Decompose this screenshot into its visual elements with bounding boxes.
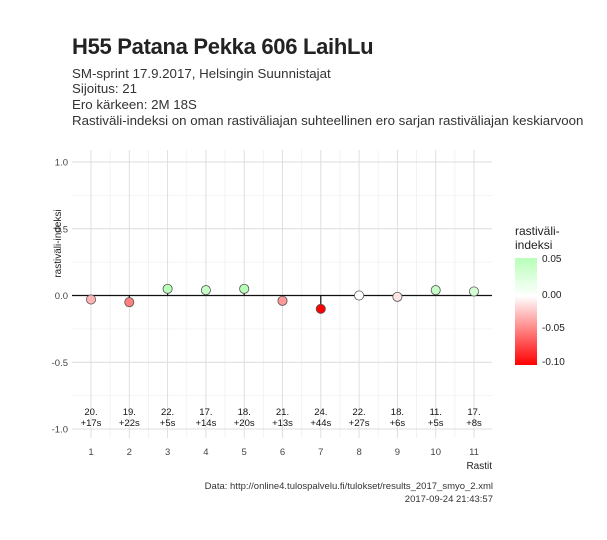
y-tick-label: -1.0	[52, 425, 68, 436]
legend-label: 0.05	[542, 254, 562, 265]
data-point	[430, 285, 441, 296]
x-tick-label: 10	[430, 447, 441, 458]
x-tick-label: 9	[395, 447, 400, 458]
data-label-rank: 18.	[238, 407, 251, 418]
caption-timestamp: 2017-09-24 21:43:57	[404, 494, 493, 505]
x-tick-label: 7	[318, 447, 323, 458]
data-label-rank: 17.	[467, 407, 480, 418]
x-axis-label: Rastit	[466, 461, 492, 472]
data-point	[315, 303, 326, 314]
chart-subtitle-placement: Sijoitus: 21	[72, 81, 138, 96]
data-label-diff: +6s	[390, 418, 406, 429]
legend-label: 0.00	[542, 290, 562, 301]
data-label-diff: +5s	[160, 418, 176, 429]
chart-subtitle-event: SM-sprint 17.9.2017, Helsingin Suunnista…	[72, 66, 331, 81]
x-tick-label: 1	[88, 447, 93, 458]
legend-label: -0.05	[542, 323, 565, 334]
data-label-rank: 22.	[161, 407, 174, 418]
data-label-diff: +5s	[428, 418, 444, 429]
data-label-rank: 17.	[199, 407, 212, 418]
legend-title-line1: rastiväli-	[515, 224, 560, 238]
data-point	[468, 286, 479, 297]
y-axis-label: rastiväli-indeksi	[53, 209, 64, 277]
x-tick-label: 2	[127, 447, 132, 458]
data-point	[239, 283, 250, 294]
y-tick-label: 0.5	[55, 224, 68, 235]
x-tick-label: 5	[242, 447, 247, 458]
legend-title: rastiväli- indeksi	[515, 224, 575, 252]
data-point	[354, 290, 365, 301]
data-point	[200, 285, 211, 296]
data-label-rank: 19.	[123, 407, 136, 418]
x-tick-label: 4	[203, 447, 208, 458]
data-point	[86, 294, 97, 305]
data-label-rank: 24.	[314, 407, 327, 418]
chart-title: H55 Patana Pekka 606 LaihLu	[72, 34, 374, 59]
data-label-diff: +44s	[310, 418, 331, 429]
data-label-diff: +27s	[349, 418, 370, 429]
data-label-rank: 21.	[276, 407, 289, 418]
data-label-diff: +17s	[81, 418, 102, 429]
data-label-diff: +13s	[272, 418, 293, 429]
data-point	[162, 283, 173, 294]
data-label-diff: +22s	[119, 418, 140, 429]
legend-title-line2: indeksi	[515, 238, 553, 252]
data-point	[124, 297, 135, 308]
legend-colorbar	[515, 258, 537, 365]
chart-subtitle-gap: Ero kärkeen: 2M 18S	[72, 97, 197, 112]
data-point	[392, 291, 403, 302]
y-tick-label: 0.0	[55, 291, 68, 302]
data-label-rank: 11.	[429, 407, 442, 418]
x-tick-label: 3	[165, 447, 170, 458]
data-label-rank: 22.	[352, 407, 365, 418]
legend-label: -0.10	[542, 357, 565, 368]
caption-source: Data: http://online4.tulospalvelu.fi/tul…	[204, 481, 493, 492]
data-point	[277, 295, 288, 306]
data-label-rank: 18.	[391, 407, 404, 418]
data-label-diff: +20s	[234, 418, 255, 429]
x-tick-label: 6	[280, 447, 285, 458]
x-tick-label: 8	[356, 447, 361, 458]
data-label-rank: 20.	[84, 407, 97, 418]
data-label-diff: +8s	[466, 418, 482, 429]
y-tick-label: 1.0	[55, 158, 68, 169]
x-tick-label: 11	[469, 447, 479, 458]
y-tick-label: -0.5	[52, 358, 68, 369]
data-label-diff: +14s	[195, 418, 216, 429]
chart-subtitle-description: Rastiväli-indeksi on oman rastiväliajan …	[72, 113, 584, 128]
